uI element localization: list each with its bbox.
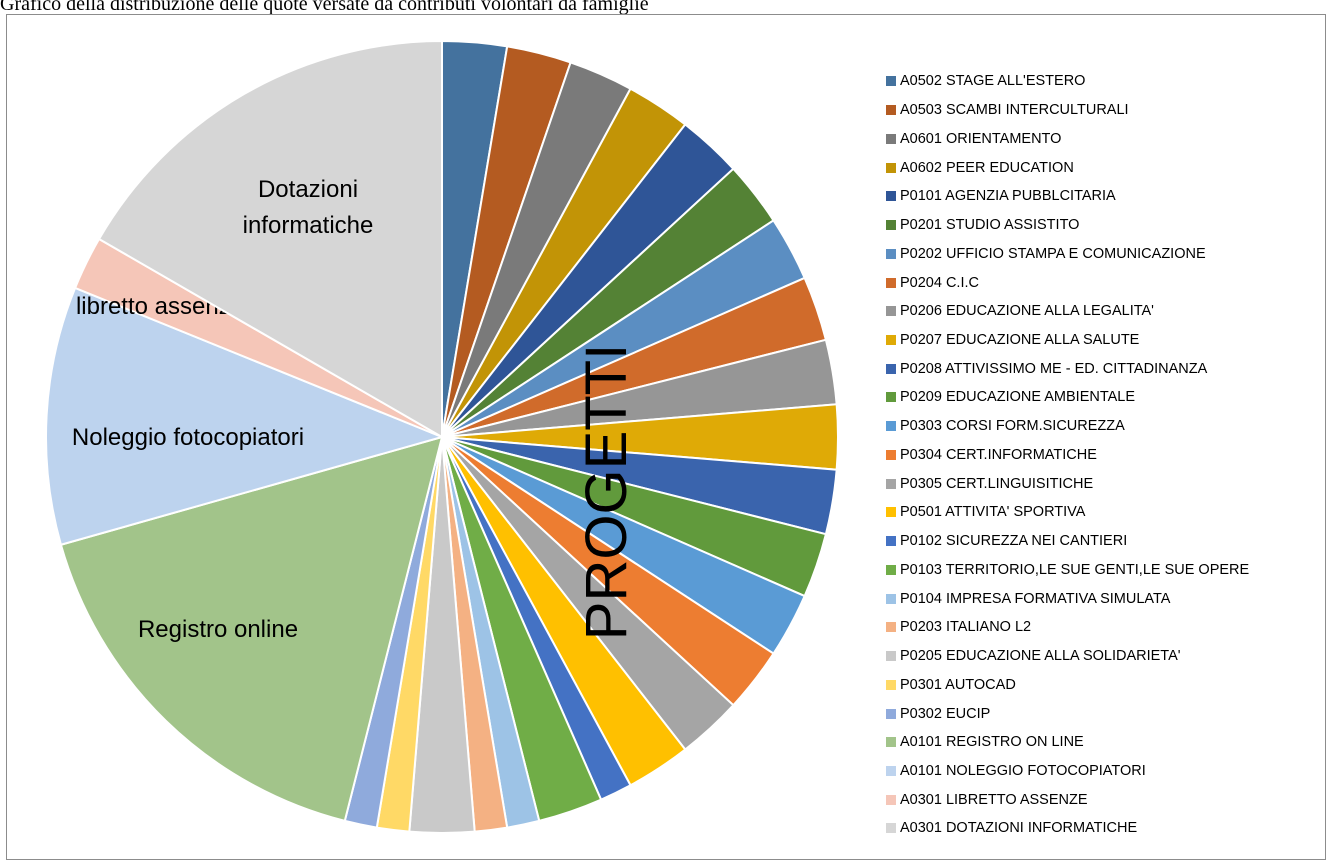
legend-swatch <box>886 363 896 374</box>
legend-label: P0204 C.I.C <box>900 274 979 291</box>
legend-item: P0305 CERT.LINGUISITICHE <box>886 469 1249 498</box>
pie-slice <box>97 39 443 439</box>
legend-item: P0103 TERRITORIO,LE SUE GENTI,LE SUE OPE… <box>886 555 1249 584</box>
legend-label: P0207 EDUCAZIONE ALLA SALUTE <box>900 331 1140 348</box>
legend-swatch <box>886 737 896 748</box>
legend-swatch <box>886 449 896 460</box>
legend-swatch <box>886 593 896 604</box>
legend-label: P0202 UFFICIO STAMPA E COMUNICAZIONE <box>900 245 1206 262</box>
legend-item: P0205 EDUCAZIONE ALLA SOLIDARIETA' <box>886 642 1249 671</box>
legend-label: P0208 ATTIVISSIMO ME - ED. CITTADINANZA <box>900 360 1208 377</box>
legend-label: P0102 SICUREZZA NEI CANTIERI <box>900 533 1128 550</box>
legend-label: A0101 REGISTRO ON LINE <box>900 734 1084 751</box>
legend-label: P0303 CORSI FORM.SICUREZZA <box>900 418 1125 435</box>
legend-swatch <box>886 507 896 518</box>
legend-label: P0305 CERT.LINGUISITICHE <box>900 475 1094 492</box>
legend-item: A0601 ORIENTAMENTO <box>886 124 1249 153</box>
legend-swatch <box>886 277 896 288</box>
legend-swatch <box>886 105 896 116</box>
legend-item: A0602 PEER EDUCATION <box>886 153 1249 182</box>
legend-item: P0208 ATTIVISSIMO ME - ED. CITTADINANZA <box>886 354 1249 383</box>
legend-swatch <box>886 133 896 144</box>
legend-item: A0301 LIBRETTO ASSENZE <box>886 785 1249 814</box>
legend-swatch <box>886 162 896 173</box>
pie-slice <box>45 286 446 546</box>
legend-swatch <box>886 679 896 690</box>
legend-item: P0206 EDUCAZIONE ALLA LEGALITA' <box>886 297 1249 326</box>
slice-label: Noleggio fotocopiatori <box>72 424 304 451</box>
legend-item: P0203 ITALIANO L2 <box>886 613 1249 642</box>
legend-swatch <box>886 564 896 575</box>
legend-swatch <box>886 421 896 432</box>
legend-item: A0101 NOLEGGIO FOTOCOPIATORI <box>886 757 1249 786</box>
legend-label: A0602 PEER EDUCATION <box>900 159 1074 176</box>
legend-swatch <box>886 191 896 202</box>
legend-item: P0303 CORSI FORM.SICUREZZA <box>886 412 1249 441</box>
legend-item: P0201 STUDIO ASSISTITO <box>886 211 1249 240</box>
legend-item: P0209 EDUCAZIONE AMBIENTALE <box>886 383 1249 412</box>
legend-swatch <box>886 536 896 547</box>
legend-label: P0302 EUCIP <box>900 705 991 722</box>
legend-swatch <box>886 823 896 834</box>
legend-label: P0104 IMPRESA FORMATIVA SIMULATA <box>900 590 1171 607</box>
legend-label: P0206 EDUCAZIONE ALLA LEGALITA' <box>900 303 1154 320</box>
legend-label: A0101 NOLEGGIO FOTOCOPIATORI <box>900 762 1146 779</box>
legend-swatch <box>886 306 896 317</box>
legend-label: A0301 DOTAZIONI INFORMATICHE <box>900 820 1138 837</box>
legend-item: P0102 SICUREZZA NEI CANTIERI <box>886 527 1249 556</box>
legend-item: P0302 EUCIP <box>886 699 1249 728</box>
legend-swatch <box>886 220 896 231</box>
chart-legend: A0502 STAGE ALL'ESTERO A0503 SCAMBI INTER… <box>886 67 1249 843</box>
legend-label: P0103 TERRITORIO,LE SUE GENTI,LE SUE OPE… <box>900 561 1250 578</box>
legend-swatch <box>886 622 896 633</box>
legend-item: P0501 ATTIVITA' SPORTIVA <box>886 498 1249 527</box>
slice-label: Dotazioni informatiche <box>243 176 374 239</box>
legend-swatch <box>886 76 896 87</box>
legend-swatch <box>886 334 896 345</box>
legend-item: A0101 REGISTRO ON LINE <box>886 728 1249 757</box>
legend-label: P0501 ATTIVITA' SPORTIVA <box>900 504 1086 521</box>
legend-swatch <box>886 651 896 662</box>
legend-item: P0207 EDUCAZIONE ALLA SALUTE <box>886 326 1249 355</box>
legend-label: P0209 EDUCAZIONE AMBIENTALE <box>900 389 1136 406</box>
legend-label: A0601 ORIENTAMENTO <box>900 130 1062 147</box>
chart-caption: Grafico della distribuzione delle quote … <box>0 0 649 15</box>
legend-item: P0101 AGENZIA PUBBLCITARIA <box>886 182 1249 211</box>
legend-label: P0301 AUTOCAD <box>900 676 1016 693</box>
overlay-label: PROGETTI <box>574 344 639 640</box>
legend-item: P0202 UFFICIO STAMPA E COMUNICAZIONE <box>886 239 1249 268</box>
legend-item: A0301 DOTAZIONI INFORMATICHE <box>886 814 1249 843</box>
legend-label: A0502 STAGE ALL'ESTERO <box>900 73 1086 90</box>
legend-label: P0304 CERT.INFORMATICHE <box>900 446 1097 463</box>
legend-item: A0502 STAGE ALL'ESTERO <box>886 67 1249 96</box>
legend-label: P0205 EDUCAZIONE ALLA SOLIDARIETA' <box>900 648 1181 665</box>
slice-label: Registro online <box>138 616 298 643</box>
legend-swatch <box>886 708 896 719</box>
legend-swatch <box>886 478 896 489</box>
pie-slice <box>59 435 444 823</box>
legend-item: P0204 C.I.C <box>886 268 1249 297</box>
legend-item: P0304 CERT.INFORMATICHE <box>886 441 1249 470</box>
legend-item: P0104 IMPRESA FORMATIVA SIMULATA <box>886 584 1249 613</box>
legend-item: A0503 SCAMBI INTERCULTURALI <box>886 96 1249 125</box>
legend-label: P0203 ITALIANO L2 <box>900 619 1032 636</box>
legend-swatch <box>886 765 896 776</box>
legend-item: P0301 AUTOCAD <box>886 670 1249 699</box>
legend-label: P0201 STUDIO ASSISTITO <box>900 217 1080 234</box>
legend-label: A0301 LIBRETTO ASSENZE <box>900 791 1088 808</box>
legend-label: P0101 AGENZIA PUBBLCITARIA <box>900 188 1116 205</box>
legend-swatch <box>886 248 896 259</box>
legend-label: A0503 SCAMBI INTERCULTURALI <box>900 102 1129 119</box>
legend-swatch <box>886 392 896 403</box>
legend-swatch <box>886 794 896 805</box>
